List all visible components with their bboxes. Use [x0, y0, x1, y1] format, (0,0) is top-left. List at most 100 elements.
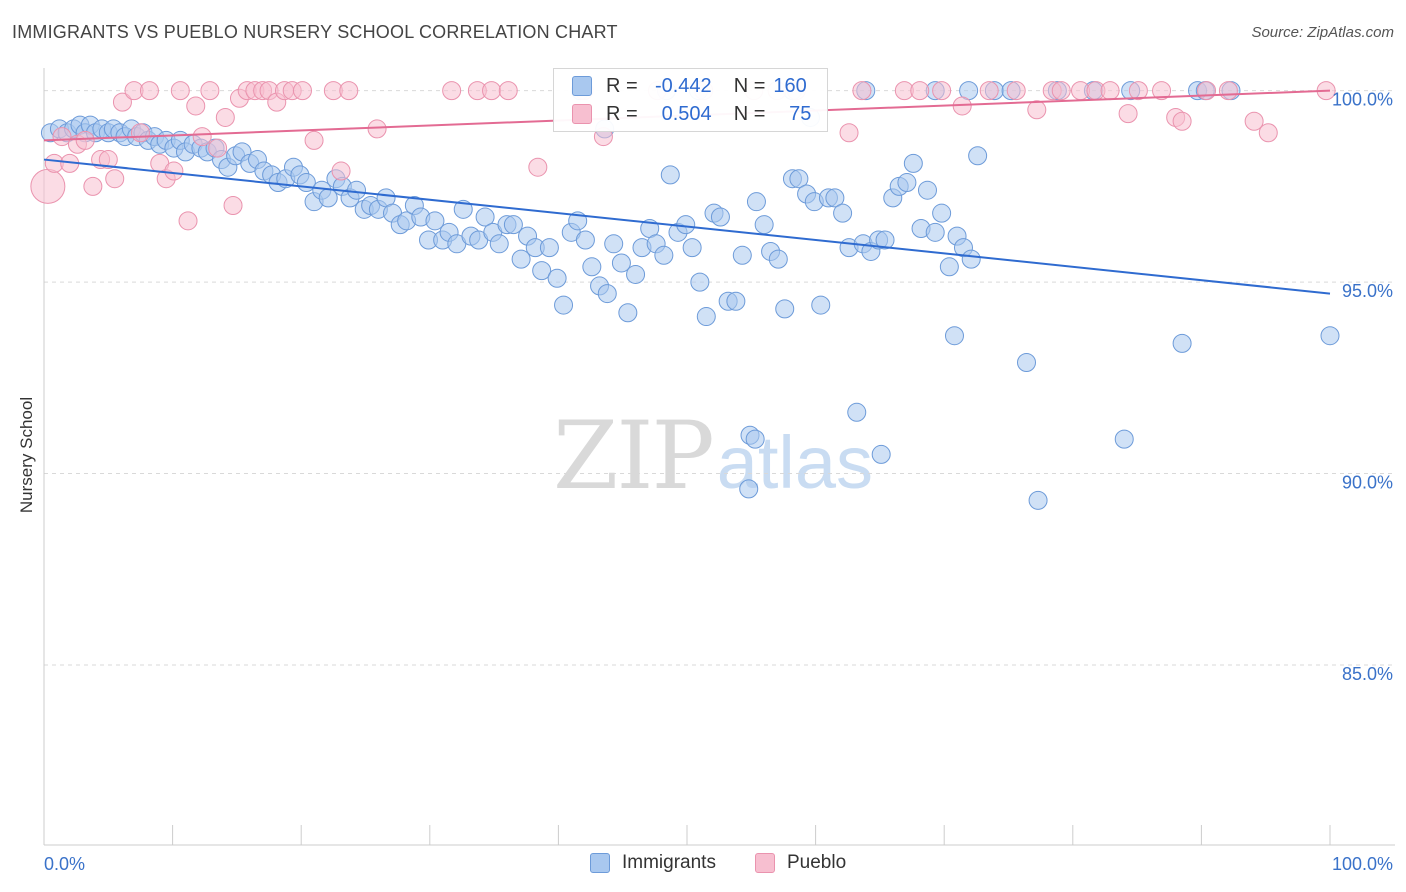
- immigrants-point: [511, 249, 531, 269]
- x-tick-label: 0.0%: [44, 854, 85, 874]
- immigrants-point: [710, 207, 730, 227]
- immigrants-point: [554, 295, 574, 315]
- immigrants-point: [917, 180, 937, 200]
- immigrants-point: [660, 165, 680, 185]
- immigrants-point: [932, 203, 952, 223]
- pueblo-point: [139, 81, 159, 101]
- pueblo-point: [910, 81, 930, 101]
- immigrants-trend-line: [43, 158, 1331, 295]
- immigrants-point: [925, 222, 945, 242]
- immigrants-point: [1114, 429, 1134, 449]
- pueblo-point: [331, 161, 351, 181]
- immigrants-point: [944, 326, 964, 346]
- immigrants-point: [611, 253, 631, 273]
- legend-n-label: N =: [733, 74, 766, 97]
- pueblo-point: [979, 81, 999, 101]
- immigrants-point: [575, 230, 595, 250]
- immigrants-point: [875, 230, 895, 250]
- immigrants-point: [582, 257, 602, 277]
- immigrants-point: [897, 173, 917, 193]
- pueblo-point: [1258, 123, 1278, 143]
- pueblo-point: [1197, 81, 1217, 101]
- immigrants-point: [346, 180, 366, 200]
- pueblo-swatch: [755, 853, 775, 873]
- legend-label-immigrants: Immigrants: [622, 852, 716, 873]
- pueblo-point: [208, 138, 228, 158]
- immigrants-point: [789, 169, 809, 189]
- x-tick-label: 100.0%: [1332, 854, 1393, 874]
- immigrants-point: [726, 291, 746, 311]
- grid-layer: [44, 90, 1395, 666]
- pueblo-point: [215, 107, 235, 127]
- y-tick-label: 90.0%: [1342, 473, 1393, 493]
- immigrants-point: [425, 211, 445, 231]
- immigrants-point: [539, 238, 559, 258]
- pueblo-point: [1128, 81, 1148, 101]
- pueblo-point: [1118, 104, 1138, 124]
- pueblo-point: [367, 119, 387, 139]
- pueblo-point: [200, 81, 220, 101]
- immigrants-point: [968, 146, 988, 166]
- immigrants-point: [453, 199, 473, 219]
- immigrants-n-value: 160: [773, 74, 807, 97]
- y-tick-label: 95.0%: [1342, 281, 1393, 301]
- pueblo-point: [528, 157, 548, 177]
- immigrants-point: [626, 264, 646, 284]
- immigrants-point: [739, 479, 759, 499]
- correlation-legend: R = -0.442 N = 160 R = 0.504 N = 75: [553, 68, 828, 132]
- pueblo-point: [164, 161, 184, 181]
- pueblo-point: [292, 81, 312, 101]
- pueblo-swatch: [572, 104, 592, 124]
- immigrants-points: [40, 81, 1340, 510]
- immigrants-point: [654, 245, 674, 265]
- pueblo-point: [105, 169, 125, 189]
- pueblo-point: [1100, 81, 1120, 101]
- pueblo-point: [223, 196, 243, 216]
- y-tick-label: 85.0%: [1342, 664, 1393, 684]
- pueblo-point: [932, 81, 952, 101]
- immigrants-point: [768, 249, 788, 269]
- chart-title: IMMIGRANTS VS PUEBLO NURSERY SCHOOL CORR…: [12, 22, 618, 42]
- pueblo-point: [186, 96, 206, 116]
- pueblo-point: [1051, 81, 1071, 101]
- pueblo-point: [339, 81, 359, 101]
- pueblo-point: [1006, 81, 1026, 101]
- legend-r-label: R =: [606, 74, 638, 97]
- pueblo-point: [83, 176, 103, 196]
- legend-label-pueblo: Pueblo: [787, 852, 847, 873]
- immigrants-point: [489, 234, 509, 254]
- immigrants-point: [754, 215, 774, 235]
- pueblo-point: [192, 127, 212, 147]
- legend-item-immigrants[interactable]: Immigrants: [590, 852, 716, 874]
- immigrants-point: [825, 188, 845, 208]
- immigrants-point: [775, 299, 795, 319]
- tick-labels: 100.0% 95.0% 90.0% 85.0% 0.0% 100.0%: [44, 90, 1393, 874]
- immigrants-point: [746, 192, 766, 212]
- immigrants-point: [618, 303, 638, 323]
- immigrants-point: [475, 207, 495, 227]
- series-legend: Immigrants Pueblo: [0, 852, 1406, 878]
- immigrants-point: [961, 249, 981, 269]
- immigrants-swatch: [572, 76, 592, 96]
- legend-item-pueblo[interactable]: Pueblo: [755, 852, 846, 874]
- pueblo-point: [1027, 100, 1047, 120]
- immigrants-point: [696, 307, 716, 327]
- pueblo-point: [98, 150, 118, 170]
- immigrants-point: [871, 444, 891, 464]
- pueblo-point: [178, 211, 198, 231]
- pueblo-n-value: 75: [789, 102, 812, 125]
- immigrants-point: [939, 257, 959, 277]
- chart-source: Source: ZipAtlas.com: [1251, 24, 1394, 41]
- immigrants-point: [732, 245, 752, 265]
- y-tick-label: 100.0%: [1332, 90, 1393, 110]
- pueblo-point: [839, 123, 859, 143]
- pueblo-point: [30, 168, 66, 204]
- legend-r-label: R =: [606, 102, 638, 125]
- immigrants-point: [503, 215, 523, 235]
- immigrants-point: [847, 402, 867, 422]
- pueblo-point: [170, 81, 190, 101]
- axis-layer: [43, 68, 1395, 846]
- immigrants-point: [811, 295, 831, 315]
- pueblo-point: [498, 81, 518, 101]
